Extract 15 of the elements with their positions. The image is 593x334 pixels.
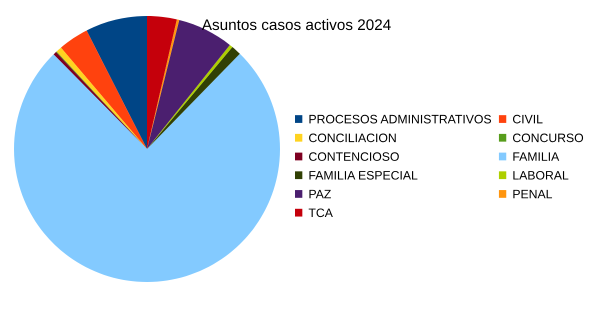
legend-label: CONTENCIOSO xyxy=(309,152,399,161)
legend-label: FAMILIA ESPECIAL xyxy=(309,170,418,180)
legend-label: LABORAL xyxy=(513,170,568,180)
pie-slice xyxy=(86,16,147,149)
legend-label: PAZ xyxy=(309,190,331,198)
legend-label: PENAL xyxy=(513,190,552,198)
pie-slice xyxy=(14,54,280,282)
legend-label: CIVIL xyxy=(512,114,543,124)
pie-slice xyxy=(60,30,147,149)
chart-title: Asuntos casos activos 2024 xyxy=(202,18,391,30)
legend-label: CONCILIACION xyxy=(309,134,396,142)
legend-label: TCA xyxy=(308,208,333,218)
legend-label: PROCESOS ADMINISTRATIVOS xyxy=(309,114,492,124)
legend-label: CONCURSO xyxy=(512,134,584,142)
legend-label: FAMILIA xyxy=(513,152,560,161)
